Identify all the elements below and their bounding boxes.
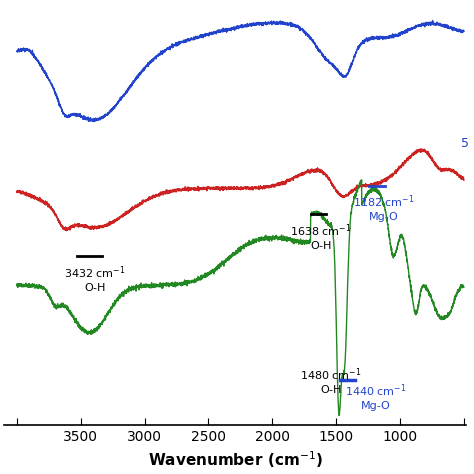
Text: O-H: O-H [84, 283, 106, 293]
Text: 3432 cm$^{-1}$: 3432 cm$^{-1}$ [64, 264, 126, 281]
Text: O-H: O-H [310, 241, 331, 251]
Text: 1638 cm$^{-1}$: 1638 cm$^{-1}$ [290, 222, 352, 239]
Text: 1182 cm$^{-1}$: 1182 cm$^{-1}$ [353, 193, 414, 210]
Text: 1440 cm$^{-1}$: 1440 cm$^{-1}$ [345, 383, 407, 399]
Text: 5: 5 [461, 137, 469, 150]
Text: Mg-O: Mg-O [361, 401, 391, 411]
X-axis label: Wavenumber (cm$^{-1}$): Wavenumber (cm$^{-1}$) [148, 449, 323, 470]
Text: 1480 cm$^{-1}$: 1480 cm$^{-1}$ [300, 367, 362, 383]
Text: O-H: O-H [320, 385, 342, 395]
Text: Mg-O: Mg-O [368, 212, 398, 222]
